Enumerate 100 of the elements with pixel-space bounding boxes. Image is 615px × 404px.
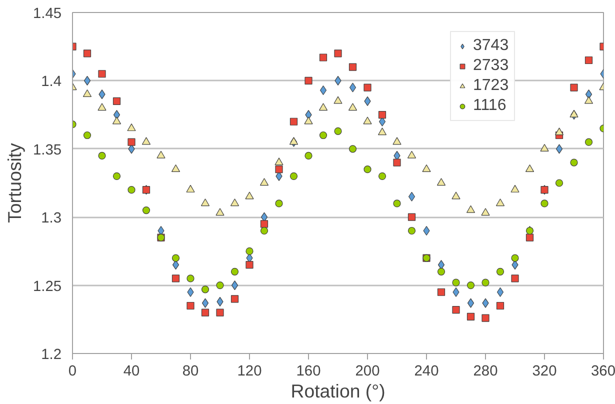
point: [496, 198, 505, 206]
point: [304, 116, 313, 124]
point: [319, 131, 328, 140]
point: [378, 111, 386, 119]
point: [392, 137, 402, 145]
x-tick-label: 360: [591, 364, 615, 380]
point: [584, 138, 593, 146]
point: [128, 186, 136, 194]
point: [98, 152, 106, 160]
y-tick-label: 1.25: [32, 278, 62, 295]
point: [187, 287, 194, 297]
point: [246, 247, 254, 255]
point: [334, 50, 342, 58]
point: [216, 296, 224, 306]
point: [334, 127, 342, 135]
point: [216, 282, 224, 290]
point: [231, 280, 238, 290]
point: [452, 278, 460, 286]
legend-label: 1723: [473, 77, 509, 95]
point: [408, 213, 416, 221]
point: [290, 118, 298, 126]
point: [318, 103, 328, 111]
point: [408, 192, 416, 202]
x-tick-label: 240: [414, 364, 439, 380]
point: [540, 200, 548, 208]
point: [466, 312, 475, 320]
point: [98, 103, 106, 111]
point: [408, 226, 416, 235]
point: [320, 85, 327, 96]
legend-label: 2733: [473, 57, 509, 75]
point: [334, 76, 342, 86]
x-tick-label: 200: [355, 364, 380, 380]
point: [511, 254, 519, 262]
point: [186, 274, 194, 282]
point: [584, 96, 594, 104]
point: [348, 103, 358, 111]
point: [128, 144, 135, 154]
point: [510, 184, 520, 192]
point: [482, 298, 489, 308]
point: [200, 198, 210, 206]
point: [570, 158, 578, 166]
point: [84, 76, 91, 86]
y-tick-label: 1.3: [41, 210, 62, 227]
point: [142, 137, 151, 145]
point: [363, 116, 372, 124]
point: [186, 184, 195, 192]
point: [496, 268, 504, 276]
point: [422, 164, 431, 172]
point: [186, 302, 194, 310]
legend-label: 3743: [473, 37, 509, 55]
point: [127, 124, 136, 132]
x-tick-label: 120: [237, 364, 262, 380]
point: [481, 208, 490, 216]
point: [378, 128, 387, 136]
point: [467, 298, 474, 308]
point: [260, 226, 268, 235]
y-tick-label: 1.45: [32, 6, 62, 22]
point: [378, 172, 386, 180]
point: [216, 308, 224, 316]
point: [201, 286, 210, 294]
point: [364, 96, 371, 106]
point: [260, 220, 268, 228]
y-tick-label: 1.2: [41, 347, 62, 363]
point: [216, 208, 224, 216]
point: [260, 212, 268, 222]
point: [452, 306, 460, 314]
point: [438, 260, 445, 270]
point: [407, 150, 416, 158]
y-axis-title: Tortuosity: [4, 142, 25, 223]
point: [437, 268, 446, 276]
point: [570, 84, 578, 92]
point: [364, 84, 372, 92]
point: [393, 158, 401, 166]
point: [570, 110, 578, 118]
point: [156, 150, 166, 158]
point: [112, 116, 122, 124]
point: [171, 164, 180, 172]
point: [230, 268, 239, 276]
point: [304, 76, 312, 84]
x-tick-label: 40: [123, 364, 140, 380]
point: [556, 144, 563, 154]
point: [526, 234, 534, 242]
x-tick-label: 80: [182, 364, 199, 380]
point: [260, 178, 269, 186]
point: [172, 254, 180, 262]
point: [584, 56, 593, 64]
point: [290, 172, 298, 180]
y-tick-label: 1.35: [32, 142, 62, 158]
x-tick-label: 0: [68, 364, 77, 380]
point: [172, 274, 180, 282]
point: [230, 295, 239, 303]
point: [496, 302, 504, 310]
point: [202, 298, 209, 308]
point: [112, 172, 121, 180]
point: [201, 308, 210, 316]
y-tick-label: 1.4: [41, 74, 62, 90]
point: [452, 287, 460, 297]
point: [540, 144, 549, 152]
point: [275, 200, 283, 208]
point: [98, 90, 106, 100]
